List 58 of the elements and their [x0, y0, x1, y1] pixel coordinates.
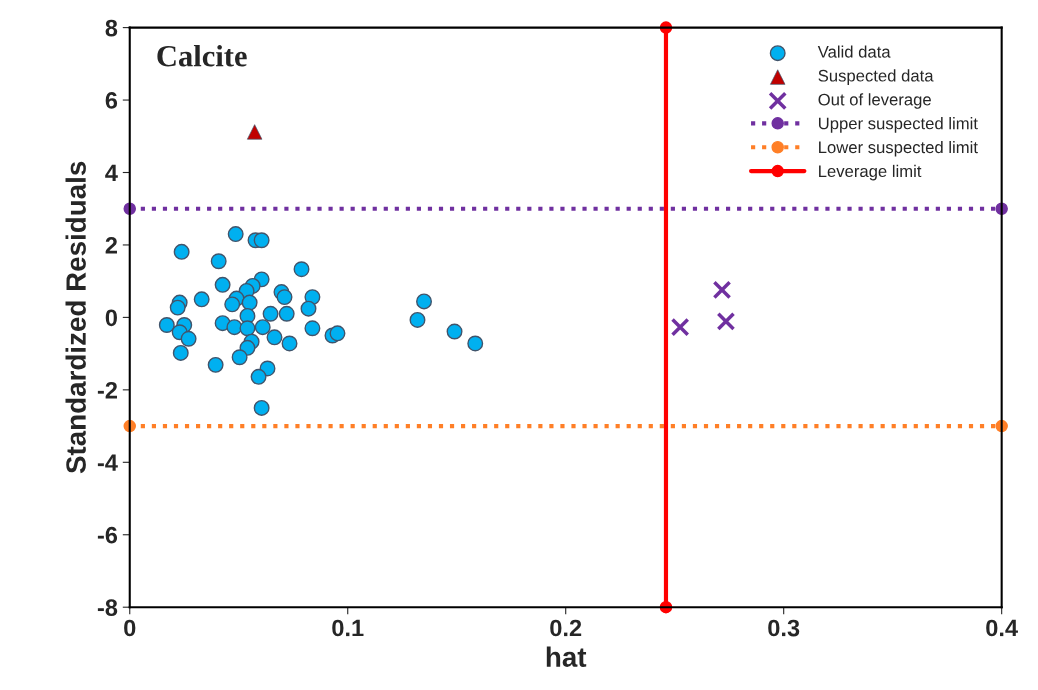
point [712, 280, 732, 300]
point [180, 330, 197, 347]
y-tick-label: -4 [97, 454, 118, 471]
point [207, 356, 224, 373]
y-tick-label: -8 [97, 599, 118, 616]
legend-label: Upper suspected limit [818, 117, 978, 133]
legend-label: Suspected data [818, 69, 934, 85]
point [254, 319, 271, 336]
point [304, 320, 321, 337]
y-tick-label: 2 [105, 237, 117, 254]
point [293, 261, 310, 278]
point [262, 305, 279, 322]
y-tick-label: -6 [97, 526, 118, 544]
point [169, 299, 186, 316]
point [266, 329, 283, 346]
point [276, 289, 293, 306]
y-axis-title: Standardized Residuals [65, 161, 86, 474]
point [716, 312, 736, 331]
point [224, 296, 241, 313]
point [210, 253, 227, 270]
point [467, 335, 484, 352]
point [278, 305, 295, 322]
y-tick-label: -2 [97, 381, 117, 399]
x-tick-label: 0.1 [332, 619, 364, 637]
y-tick-label: 4 [105, 164, 118, 182]
point [214, 276, 231, 293]
point [446, 323, 463, 340]
point [670, 317, 690, 337]
point [281, 335, 298, 352]
point [172, 344, 189, 361]
x-tick-label: 0.3 [768, 619, 800, 637]
chart-title: Calcite [157, 44, 247, 67]
legend-label: Valid data [817, 45, 891, 58]
point [226, 319, 243, 336]
point [253, 399, 270, 416]
point [250, 368, 267, 385]
legend-label: Leverage limit [819, 164, 922, 181]
point [158, 317, 175, 333]
point [193, 291, 210, 308]
point [329, 325, 346, 342]
legend-label: Out of leverage [818, 93, 931, 109]
y-tick-label: 8 [105, 19, 118, 37]
x-tick-label: 0 [124, 619, 136, 637]
point [241, 294, 258, 311]
y-tick-label: 6 [105, 92, 118, 109]
point [231, 349, 248, 366]
point [173, 243, 190, 260]
y-tick-label: 0 [105, 309, 117, 327]
point [253, 232, 270, 249]
point [409, 311, 426, 328]
point [239, 320, 256, 337]
point [300, 300, 317, 317]
point [416, 293, 433, 310]
point [227, 226, 244, 243]
x-tick-label: 0.2 [550, 619, 582, 637]
x-axis-title: hat [546, 646, 587, 667]
legend-label: Lower suspected limit [819, 140, 978, 157]
x-tick-label: 0.4 [986, 619, 1018, 637]
